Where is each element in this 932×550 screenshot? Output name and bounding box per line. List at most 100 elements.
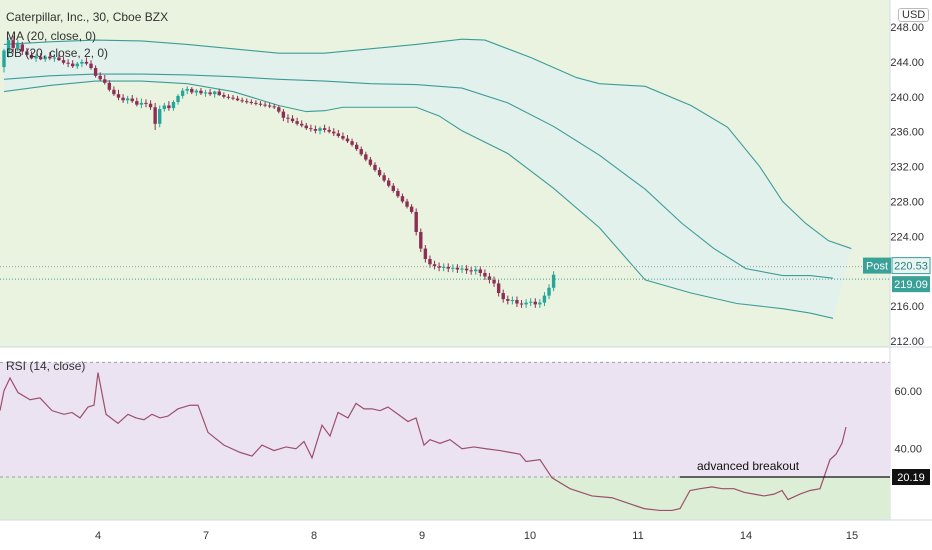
candle-body [487, 276, 492, 280]
candle-body [286, 117, 290, 119]
candle-body [171, 102, 176, 109]
y-tick-label: 232.00 [890, 162, 924, 174]
candle-body [258, 103, 263, 105]
candle-body [16, 42, 20, 48]
rsi-low-fill [0, 477, 890, 520]
candle-body [29, 54, 34, 59]
candle-body [336, 133, 341, 137]
candle-body [405, 201, 409, 207]
candle-body [75, 63, 79, 67]
last-price-tag [892, 276, 930, 293]
bb-legend[interactable]: BB (20, close, 2, 0) [6, 46, 109, 60]
candle-body [272, 106, 276, 108]
candle-body [345, 138, 350, 142]
x-tick-label: 15 [846, 530, 858, 542]
candle-body [341, 136, 345, 139]
candle-body [112, 89, 116, 95]
candle-body [226, 96, 231, 98]
y-tick-label: 248.00 [890, 22, 924, 34]
candle-body [428, 259, 432, 265]
candle-body [400, 196, 405, 202]
candle-body [217, 91, 221, 96]
currency-button[interactable]: USD [898, 8, 930, 22]
candle-body [235, 98, 240, 101]
candle-body [529, 301, 533, 303]
candle-body [121, 97, 125, 101]
candle-body [322, 128, 327, 130]
candle-body [538, 302, 542, 305]
candle-body [474, 269, 478, 272]
candle-body [231, 97, 235, 99]
candle-body [103, 79, 107, 83]
candle-body [254, 102, 258, 104]
candle-body [194, 90, 199, 93]
candle-body [354, 144, 359, 150]
candle-body [249, 102, 254, 104]
candle-body [382, 175, 386, 181]
x-tick-label: 11 [632, 530, 643, 542]
candle-body [66, 62, 70, 64]
candle-body [364, 154, 368, 160]
candle-body [148, 103, 153, 108]
y-tick-label: 240.00 [890, 92, 924, 104]
candle-body [20, 44, 25, 52]
candle-body [533, 301, 537, 305]
ma-legend[interactable]: MA (20, close, 0) [6, 29, 97, 43]
candle-body [158, 108, 162, 124]
candle-body [524, 302, 528, 305]
candle-body [61, 60, 66, 63]
candle-body [34, 56, 38, 59]
candle-body [469, 270, 473, 272]
rsi-tick-label: 40.00 [894, 443, 922, 455]
candle-body [359, 149, 363, 155]
candle-body [162, 105, 166, 109]
candle-body [423, 248, 428, 260]
post-tag [863, 257, 891, 274]
candle-body [135, 101, 139, 105]
candle-body [309, 128, 313, 130]
candle-body [222, 95, 226, 97]
candle-body [212, 91, 217, 95]
candle-body [2, 50, 6, 68]
candle-body [57, 57, 61, 61]
candle-body [547, 287, 551, 296]
candle-body [409, 206, 414, 212]
candle-body [515, 300, 519, 304]
candle-body [6, 40, 11, 54]
candle-body [441, 266, 446, 268]
y-tick-label: 244.00 [890, 57, 924, 69]
candle-body [98, 75, 102, 80]
rsi-value-tag [892, 469, 930, 485]
candle-body [496, 283, 501, 294]
candle-body [313, 129, 318, 131]
candle-body [419, 231, 423, 249]
bollinger-middle-line [3, 73, 834, 279]
bollinger-band-fill [4, 39, 852, 319]
x-tick-label: 10 [524, 530, 536, 542]
candle-body [125, 98, 130, 101]
rsi-legend[interactable]: RSI (14, close) [6, 359, 86, 373]
candle-body [130, 98, 134, 102]
bollinger-upper-line [3, 38, 852, 250]
bollinger-lower-line [3, 80, 834, 319]
candle-body [387, 180, 391, 186]
y-tick-label: 212.00 [890, 336, 924, 348]
candle-body [176, 95, 180, 103]
rsi-line [0, 372, 847, 512]
post-price-tag-label: 220.53 [894, 261, 928, 273]
x-tick-label: 9 [419, 530, 425, 542]
y-tick-label: 216.00 [890, 301, 924, 313]
candle-body [350, 141, 354, 145]
candle-body [478, 269, 483, 273]
candle-body [300, 123, 304, 126]
candle-body [414, 211, 418, 232]
candle-body [396, 190, 400, 197]
candle-body [89, 63, 93, 68]
candle-body [327, 129, 331, 132]
candle-body [432, 264, 437, 266]
candle-body [455, 267, 460, 270]
candle-body [460, 268, 464, 270]
candle-body [190, 88, 194, 93]
candle-body [483, 272, 487, 277]
